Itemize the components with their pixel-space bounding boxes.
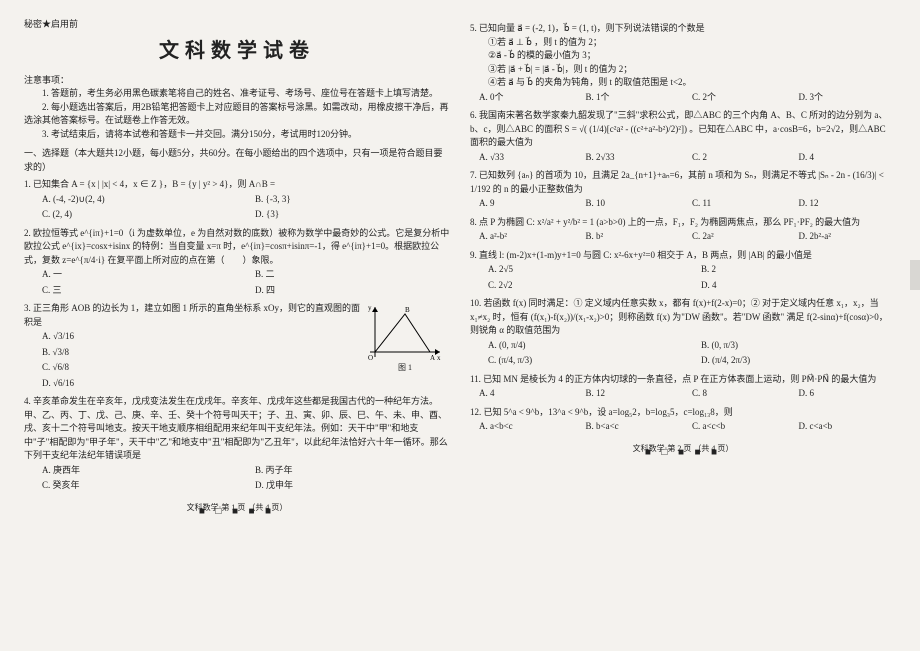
q7-choice-b: B. 10 — [577, 196, 684, 212]
q6-choice-b: B. 2√33 — [577, 150, 684, 166]
q7: 7. 已知数列 {aₙ} 的首项为 10，且满足 2a_{n+1}+aₙ=6，其… — [470, 169, 896, 212]
q3-choice-b: B. √3/8 — [24, 345, 322, 361]
q11-choice-b: B. 12 — [577, 386, 684, 402]
q5-item-2: ②a⃗ - b⃗ 的模的最小值为 3； — [470, 49, 896, 63]
q3: y x O B A 图 1 3. 正三角形 AOB 的边长为 1，建立如图 1 … — [24, 302, 450, 391]
q2: 2. 欧拉恒等式 e^{iπ}+1=0（i 为虚数单位，e 为自然对数的底数）被… — [24, 227, 450, 299]
q4-choice-c: C. 癸亥年 — [24, 478, 237, 494]
q8-stem: 8. 点 P 为椭圆 C: x²/a² + y²/b² = 1 (a>b>0) … — [470, 216, 896, 230]
q7-choice-a: A. 9 — [470, 196, 577, 212]
q3-choice-a: A. √3/16 — [24, 329, 322, 345]
q10-choice-b: B. (0, π/3) — [683, 338, 896, 354]
q5-choice-b: B. 1个 — [577, 90, 684, 106]
q5-item-4: ④若 a⃗ 与 b⃗ 的夹角为钝角，则 t 的取值范围是 t<2。 — [470, 76, 896, 90]
svg-text:x: x — [437, 354, 441, 362]
q5-choice-d: D. 3个 — [790, 90, 897, 106]
instructions-heading: 注意事项： — [24, 74, 450, 88]
q1-choice-d: D. {3} — [237, 207, 450, 223]
q8-choice-d: D. 2b²-a² — [790, 229, 897, 245]
q5-stem: 5. 已知向量 a⃗ = (-2, 1)，b⃗ = (1, t)，则下列说法错误… — [470, 22, 896, 36]
instructions: 注意事项： 1. 答题前，考生务必用黑色碳素笔将自己的姓名、准考证号、考场号、座… — [24, 74, 450, 142]
q10: 10. 若函数 f(x) 同时满足：① 定义域内任意实数 x，都有 f(x)+f… — [470, 297, 896, 369]
q11-choice-d: D. 6 — [790, 386, 897, 402]
q4-choice-a: A. 庚西年 — [24, 463, 237, 479]
q7-choice-d: D. 12 — [790, 196, 897, 212]
q11-stem: 11. 已知 MN 是棱长为 4 的正方体内切球的一条直径，点 P 在正方体表面… — [470, 373, 896, 387]
q4: 4. 辛亥革命发生在辛亥年，戊戌变法发生在戊戌年。辛亥年、戊戌年这些都是我国古代… — [24, 395, 450, 494]
q2-choice-d: D. 四 — [237, 283, 450, 299]
q9-choice-c: C. 2√2 — [470, 278, 683, 294]
q5-item-3: ③若 |a⃗ + b⃗| = |a⃗ - b⃗|，则 t 的值为 2； — [470, 63, 896, 77]
spread: 秘密★启用前 文科数学试卷 注意事项： 1. 答题前，考生务必用黑色碳素笔将自己… — [24, 18, 896, 519]
q4-choice-b: B. 丙子年 — [237, 463, 450, 479]
q2-choice-c: C. 三 — [24, 283, 237, 299]
q5-choice-c: C. 2个 — [683, 90, 790, 106]
q6-stem: 6. 我国南宋著名数学家秦九韶发现了"三斜"求积公式，即△ABC 的三个内角 A… — [470, 109, 896, 150]
q3-choice-d: D. √6/16 — [24, 376, 322, 392]
q8: 8. 点 P 为椭圆 C: x²/a² + y²/b² = 1 (a>b>0) … — [470, 216, 896, 245]
q4-choice-d: D. 戊申年 — [237, 478, 450, 494]
q9-stem: 9. 直线 l: (m-2)x+(1-m)y+1=0 与圆 C: x²-6x+y… — [470, 249, 896, 263]
q9-choice-b: B. 2 — [683, 262, 896, 278]
q6-choice-d: D. 4 — [790, 150, 897, 166]
figure-1: y x O B A 图 1 — [360, 302, 450, 374]
q8-choice-c: C. 2a² — [683, 229, 790, 245]
q7-choice-c: C. 11 — [683, 196, 790, 212]
instr-3: 3. 考试结束后，请将本试卷和答题卡一并交回。满分150分，考试用时120分钟。 — [24, 128, 450, 142]
secret-label: 秘密★启用前 — [24, 18, 450, 32]
q11-choice-a: A. 4 — [470, 386, 577, 402]
q1-choice-a: A. (-4, -2)∪(2, 4) — [24, 192, 237, 208]
q5-item-1: ①若 a⃗ ⊥ b⃗ ，则 t 的值为 2； — [470, 36, 896, 50]
q1-choice-b: B. {-3, 3} — [237, 192, 450, 208]
q11-choice-c: C. 8 — [683, 386, 790, 402]
q1-choice-c: C. (2, 4) — [24, 207, 237, 223]
q1-stem: 1. 已知集合 A = {x | |x| < 4，x ∈ Z }，B = {y … — [24, 178, 450, 192]
q4-stem: 4. 辛亥革命发生在辛亥年，戊戌变法发生在戊戌年。辛亥年、戊戌年这些都是我国古代… — [24, 395, 450, 463]
q9-choice-d: D. 4 — [683, 278, 896, 294]
q12-stem: 12. 已知 5^a < 9^b，13^a < 9^b，设 a=log₅2，b=… — [470, 406, 896, 420]
figure-1-caption: 图 1 — [360, 362, 450, 374]
q2-stem: 2. 欧拉恒等式 e^{iπ}+1=0（i 为虚数单位，e 为自然对数的底数）被… — [24, 227, 450, 268]
answer-card-marks-right: ■ □ ■ ■ ■ — [470, 445, 896, 460]
q5: 5. 已知向量 a⃗ = (-2, 1)，b⃗ = (1, t)，则下列说法错误… — [470, 22, 896, 105]
instr-1: 1. 答题前，考生务必用黑色碳素笔将自己的姓名、准考证号、考场号、座位号在答题卡… — [24, 87, 450, 101]
q12: 12. 已知 5^a < 9^b，13^a < 9^b，设 a=log₅2，b=… — [470, 406, 896, 435]
q11: 11. 已知 MN 是棱长为 4 的正方体内切球的一条直径，点 P 在正方体表面… — [470, 373, 896, 402]
q10-choice-c: C. (π/4, π/3) — [470, 353, 683, 369]
q3-choice-c: C. √6/8 — [24, 360, 322, 376]
q12-choice-a: A. a<b<c — [470, 419, 577, 435]
q6-choice-a: A. √33 — [470, 150, 577, 166]
q8-choice-a: A. a²-b² — [470, 229, 577, 245]
page-right: 5. 已知向量 a⃗ = (-2, 1)，b⃗ = (1, t)，则下列说法错误… — [470, 18, 896, 519]
q12-choice-c: C. a<c<b — [683, 419, 790, 435]
q2-choice-a: A. 一 — [24, 267, 237, 283]
q8-choice-b: B. b² — [577, 229, 684, 245]
q12-choice-d: D. c<a<b — [790, 419, 897, 435]
svg-text:y: y — [368, 304, 372, 312]
q6: 6. 我国南宋著名数学家秦九韶发现了"三斜"求积公式，即△ABC 的三个内角 A… — [470, 109, 896, 165]
answer-card-marks-left: ■ □ ■ ■ ■ — [24, 504, 450, 519]
page-left: 秘密★启用前 文科数学试卷 注意事项： 1. 答题前，考生务必用黑色碳素笔将自己… — [24, 18, 450, 519]
svg-text:A: A — [430, 354, 435, 362]
q7-stem: 7. 已知数列 {aₙ} 的首项为 10，且满足 2a_{n+1}+aₙ=6，其… — [470, 169, 896, 196]
q10-choice-d: D. (π/4, 2π/3) — [683, 353, 896, 369]
section-1-head: 一、选择题（本大题共12小题，每小题5分，共60分。在每小题给出的四个选项中，只… — [24, 147, 450, 174]
triangle-figure-svg: y x O B A — [365, 302, 445, 362]
instr-2: 2. 每小题选出答案后，用2B铅笔把答题卡上对应题目的答案标号涂黑。如需改动，用… — [24, 101, 450, 128]
svg-text:B: B — [405, 306, 410, 314]
q12-choice-b: B. b<a<c — [577, 419, 684, 435]
side-tab — [910, 260, 920, 290]
q10-choice-a: A. (0, π/4) — [470, 338, 683, 354]
q6-choice-c: C. 2 — [683, 150, 790, 166]
q10-stem: 10. 若函数 f(x) 同时满足：① 定义域内任意实数 x，都有 f(x)+f… — [470, 297, 896, 338]
q9-choice-a: A. 2√5 — [470, 262, 683, 278]
q5-choice-a: A. 0个 — [470, 90, 577, 106]
svg-text:O: O — [368, 354, 373, 362]
q9: 9. 直线 l: (m-2)x+(1-m)y+1=0 与圆 C: x²-6x+y… — [470, 249, 896, 294]
q1: 1. 已知集合 A = {x | |x| < 4，x ∈ Z }，B = {y … — [24, 178, 450, 223]
exam-title: 文科数学试卷 — [24, 36, 450, 66]
q2-choice-b: B. 二 — [237, 267, 450, 283]
